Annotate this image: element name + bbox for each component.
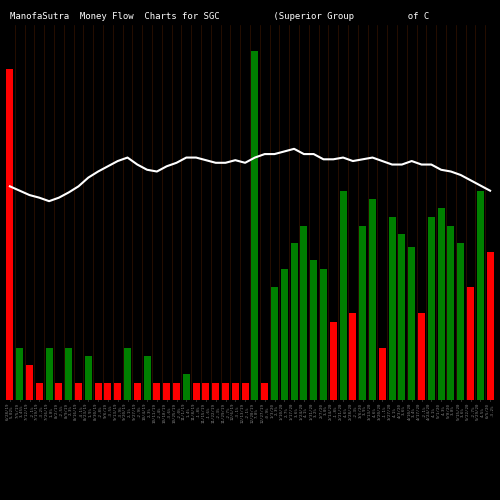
Bar — [388, 217, 396, 400]
Bar — [467, 286, 474, 400]
Bar — [183, 374, 190, 400]
Bar — [310, 260, 317, 400]
Bar — [36, 382, 43, 400]
Bar — [242, 382, 248, 400]
Bar — [75, 382, 82, 400]
Bar — [154, 382, 160, 400]
Bar — [163, 382, 170, 400]
Bar — [281, 269, 288, 400]
Bar — [134, 382, 141, 400]
Bar — [418, 313, 425, 400]
Bar — [271, 286, 278, 400]
Bar — [369, 200, 376, 400]
Bar — [6, 68, 14, 400]
Bar — [398, 234, 406, 400]
Bar — [290, 243, 298, 400]
Bar — [65, 348, 72, 400]
Bar — [448, 226, 454, 400]
Bar — [46, 348, 52, 400]
Bar — [212, 382, 219, 400]
Bar — [85, 356, 92, 400]
Bar — [104, 382, 112, 400]
Bar — [438, 208, 444, 400]
Bar — [379, 348, 386, 400]
Bar — [26, 365, 33, 400]
Bar — [457, 243, 464, 400]
Bar — [320, 269, 327, 400]
Bar — [477, 190, 484, 400]
Bar — [261, 382, 268, 400]
Bar — [340, 190, 346, 400]
Bar — [56, 382, 62, 400]
Bar — [350, 313, 356, 400]
Bar — [300, 226, 308, 400]
Bar — [16, 348, 23, 400]
Bar — [359, 226, 366, 400]
Bar — [252, 51, 258, 400]
Bar — [222, 382, 229, 400]
Bar — [124, 348, 131, 400]
Bar — [94, 382, 102, 400]
Bar — [144, 356, 150, 400]
Bar — [232, 382, 239, 400]
Text: ManofaSutra  Money Flow  Charts for SGC          (Superior Group          of C: ManofaSutra Money Flow Charts for SGC (S… — [10, 12, 429, 21]
Bar — [202, 382, 209, 400]
Bar — [192, 382, 200, 400]
Bar — [428, 217, 435, 400]
Bar — [408, 248, 415, 400]
Bar — [114, 382, 121, 400]
Bar — [330, 322, 337, 400]
Bar — [486, 252, 494, 400]
Bar — [173, 382, 180, 400]
